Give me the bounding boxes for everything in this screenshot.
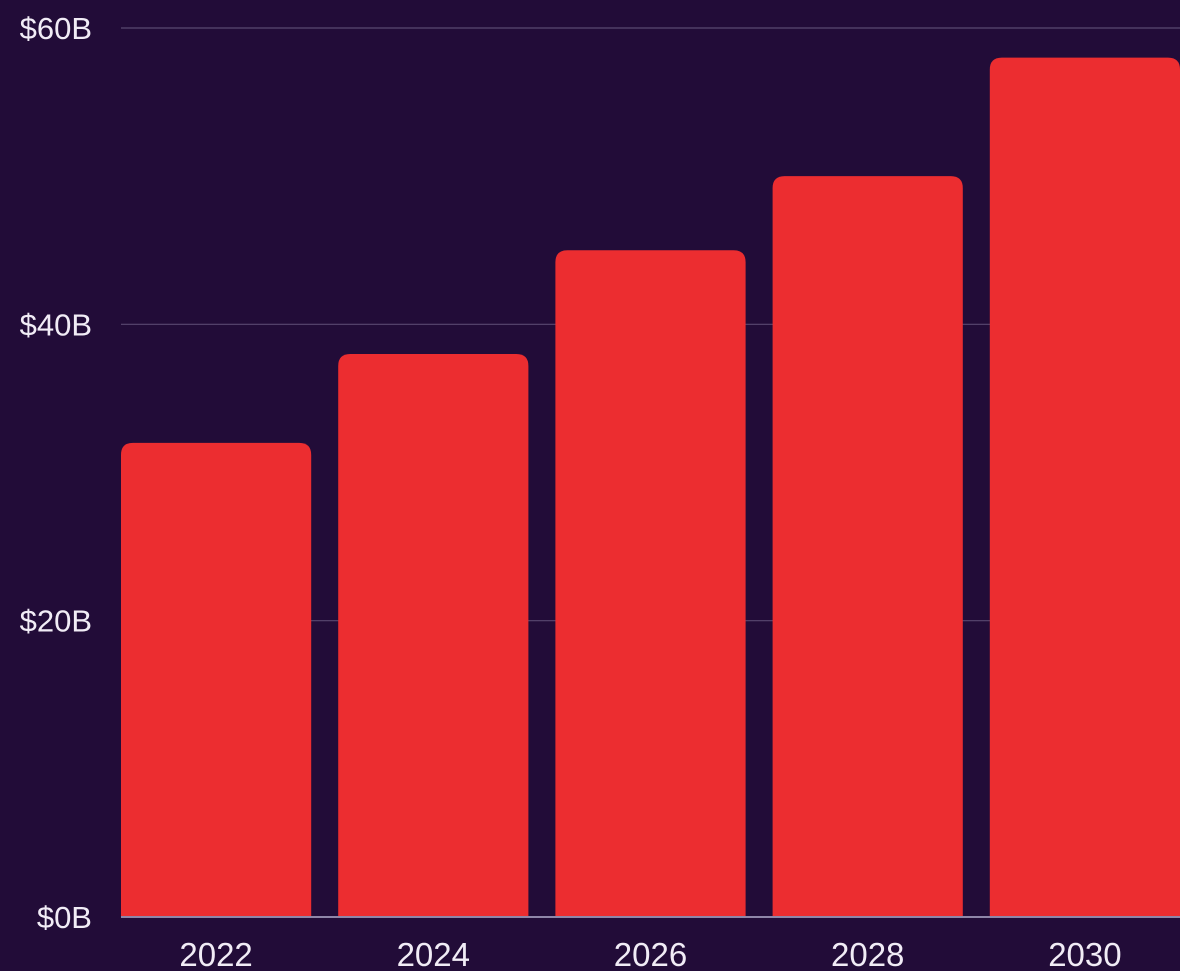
x-tick-label: 2022: [179, 936, 252, 971]
bar-2030: [989, 57, 1180, 917]
bar-2028: [772, 176, 963, 917]
x-tick-label: 2030: [1048, 936, 1121, 971]
y-tick-label: $60B: [20, 11, 92, 46]
tick-labels: $0B $20B $40B $60B 2022 2024 2026 2028 2030: [20, 11, 1122, 971]
bar-2024: [338, 353, 529, 917]
y-tick-label: $0B: [37, 900, 92, 935]
y-tick-label: $40B: [20, 307, 92, 342]
x-tick-label: 2028: [831, 936, 904, 971]
bars: [121, 57, 1180, 917]
bar-2022: [121, 442, 312, 917]
y-tick-label: $20B: [20, 604, 92, 639]
x-tick-label: 2026: [614, 936, 687, 971]
x-tick-label: 2024: [397, 936, 470, 971]
bar-2026: [555, 250, 746, 917]
